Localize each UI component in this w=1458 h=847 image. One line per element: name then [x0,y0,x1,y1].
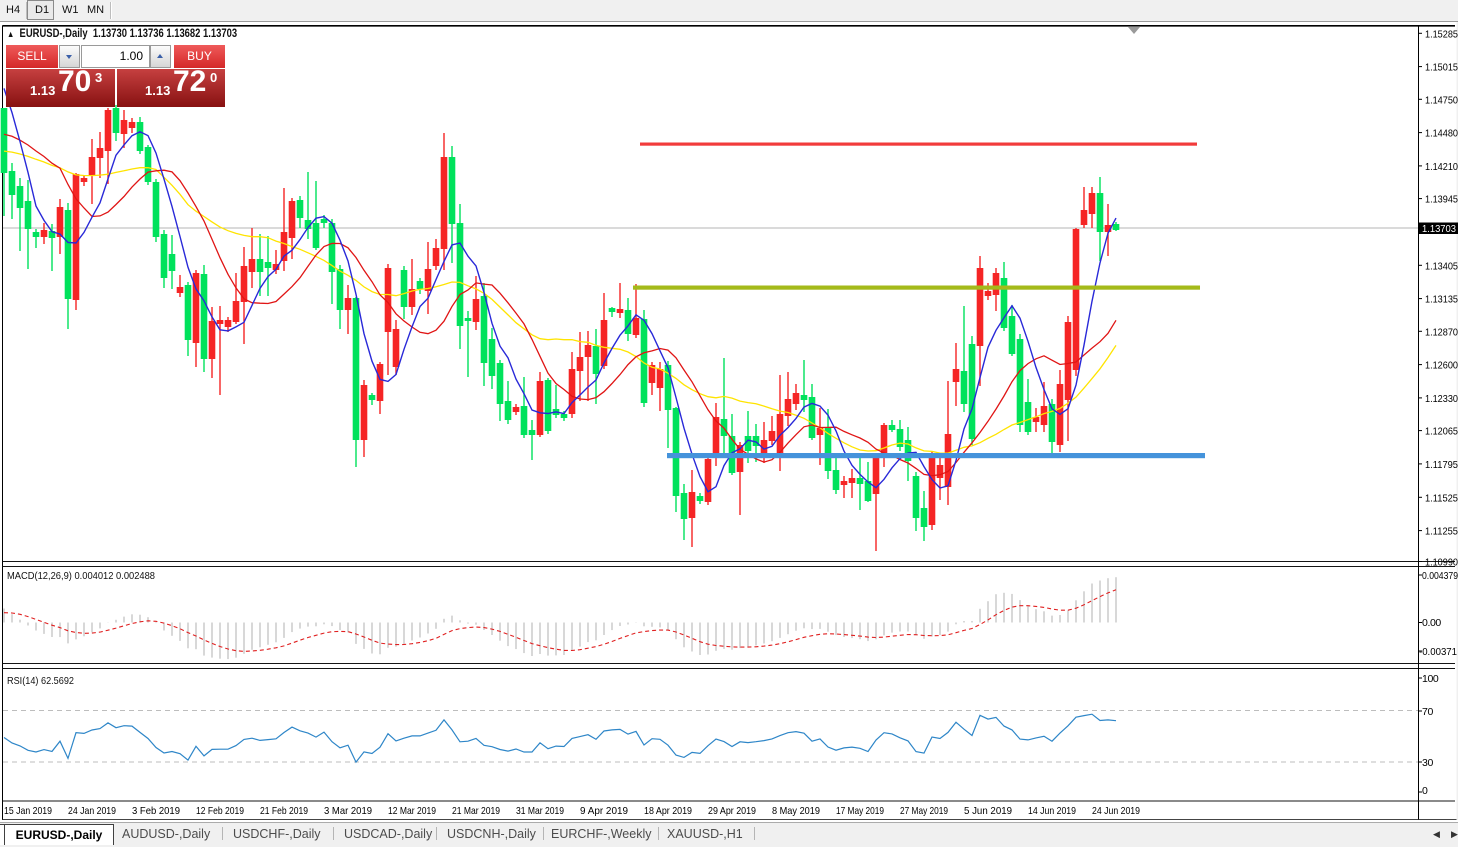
svg-text:1.12330: 1.12330 [1425,393,1458,405]
svg-text:8 May 2019: 8 May 2019 [772,805,820,817]
svg-text:27 May 2019: 27 May 2019 [900,805,948,817]
svg-text:3 Mar 2019: 3 Mar 2019 [324,805,372,817]
svg-text:1.14210: 1.14210 [1425,161,1458,173]
svg-text:24 Jan 2019: 24 Jan 2019 [68,805,116,817]
svg-text:1.15015: 1.15015 [1425,62,1458,74]
svg-text:1.13405: 1.13405 [1425,260,1458,272]
svg-text:RSI(14) 62.5692: RSI(14) 62.5692 [7,675,74,687]
svg-text:1.10990: 1.10990 [1425,557,1458,569]
svg-text:-0.00371: -0.00371 [1419,646,1457,658]
svg-text:1.12065: 1.12065 [1425,426,1458,438]
svg-text:0.00: 0.00 [1422,617,1441,629]
svg-text:21 Mar 2019: 21 Mar 2019 [452,805,500,817]
svg-text:1.11795: 1.11795 [1425,459,1458,471]
svg-text:18 Apr 2019: 18 Apr 2019 [644,805,692,817]
svg-text:24 Jun 2019: 24 Jun 2019 [1092,805,1140,817]
svg-text:1.13703: 1.13703 [1422,223,1456,235]
svg-text:100: 100 [1422,673,1439,685]
svg-text:0.004379: 0.004379 [1422,570,1458,582]
svg-text:70: 70 [1422,706,1433,718]
svg-text:15 Jan 2019: 15 Jan 2019 [4,805,52,817]
svg-text:1.12600: 1.12600 [1425,360,1458,372]
svg-text:1.13135: 1.13135 [1425,294,1458,306]
svg-text:29 Apr 2019: 29 Apr 2019 [708,805,756,817]
svg-text:12 Mar 2019: 12 Mar 2019 [388,805,436,817]
svg-text:21 Feb 2019: 21 Feb 2019 [260,805,308,817]
svg-text:3 Feb 2019: 3 Feb 2019 [132,805,180,817]
svg-text:0: 0 [1422,785,1428,797]
svg-text:31 Mar 2019: 31 Mar 2019 [516,805,564,817]
svg-text:1.13945: 1.13945 [1425,194,1458,206]
svg-text:12 Feb 2019: 12 Feb 2019 [196,805,244,817]
svg-text:1.14750: 1.14750 [1425,94,1458,106]
svg-text:1.14480: 1.14480 [1425,128,1458,140]
svg-text:30: 30 [1422,757,1433,769]
svg-text:14 Jun 2019: 14 Jun 2019 [1028,805,1076,817]
svg-text:1.15285: 1.15285 [1425,28,1458,40]
svg-text:9 Apr 2019: 9 Apr 2019 [580,805,628,817]
svg-text:1.11255: 1.11255 [1425,526,1458,538]
svg-text:5 Jun 2019: 5 Jun 2019 [964,805,1012,817]
svg-text:MACD(12,26,9) 0.004012 0.00248: MACD(12,26,9) 0.004012 0.002488 [7,570,155,582]
svg-text:1.11525: 1.11525 [1425,492,1458,504]
svg-text:1.12870: 1.12870 [1425,326,1458,338]
svg-text:17 May 2019: 17 May 2019 [836,805,884,817]
